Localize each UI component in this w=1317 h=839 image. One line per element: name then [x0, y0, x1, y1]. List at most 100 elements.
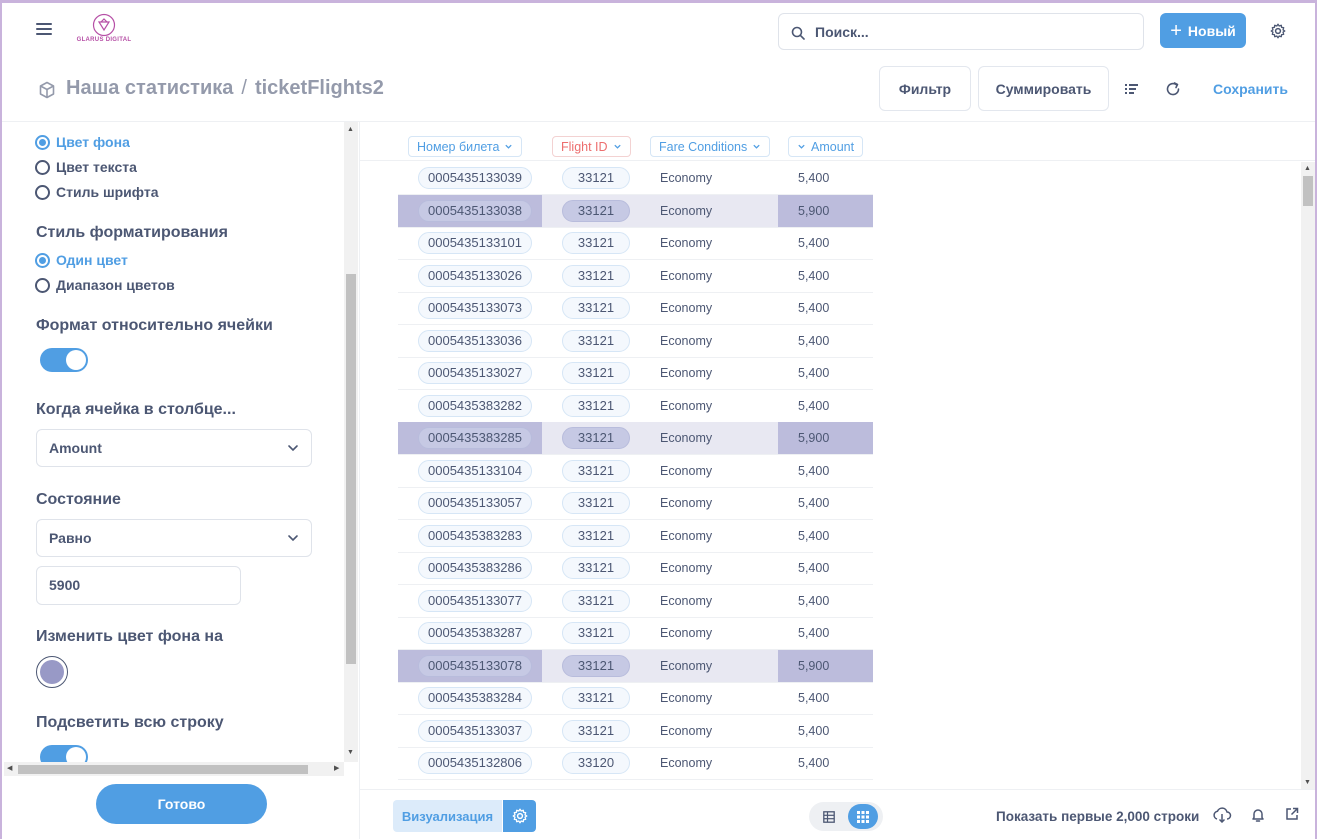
- flight-id-cell[interactable]: 33121: [562, 232, 630, 254]
- summarize-button[interactable]: Суммировать: [978, 66, 1109, 111]
- conditional-format-sidebar: Цвет фона Цвет текста Стиль шрифта Стиль…: [2, 121, 360, 839]
- ticket-number-cell[interactable]: 0005435383283: [418, 524, 532, 547]
- scroll-left-icon[interactable]: ◀: [7, 765, 13, 772]
- flight-id-cell[interactable]: 33121: [562, 492, 630, 514]
- chevron-down-icon: [288, 535, 298, 542]
- scroll-down-icon[interactable]: ▼: [347, 749, 354, 756]
- radio-single-color[interactable]: Один цвет: [35, 252, 128, 268]
- refresh-icon[interactable]: [1165, 81, 1181, 97]
- flight-id-cell[interactable]: 33121: [562, 687, 630, 709]
- visualization-settings-button[interactable]: [503, 800, 536, 832]
- ticket-number-cell[interactable]: 0005435133037: [418, 719, 532, 742]
- breadcrumb-collection[interactable]: Наша статистика: [66, 77, 234, 99]
- table-row: 0005435133057 33121 Economy 5,400: [398, 487, 873, 520]
- bg-color-swatch[interactable]: [36, 656, 68, 688]
- radio-text-color[interactable]: Цвет текста: [35, 159, 137, 175]
- flight-id-cell[interactable]: 33120: [562, 752, 630, 774]
- done-button[interactable]: Готово: [96, 784, 267, 824]
- column-header-amount[interactable]: Amount: [788, 136, 864, 157]
- fare-conditions-cell: Economy: [660, 626, 713, 640]
- scroll-up-icon[interactable]: ▲: [347, 126, 354, 133]
- ticket-number-cell[interactable]: 0005435133038: [418, 199, 532, 222]
- ticket-number-cell[interactable]: 0005435133039: [418, 167, 532, 189]
- table-row: 0005435383285 33121 Economy 5,900: [398, 422, 873, 455]
- new-button[interactable]: + Новый: [1160, 13, 1246, 48]
- ticket-number-cell[interactable]: 0005435383287: [418, 622, 532, 644]
- column-header-fare-conditions[interactable]: Fare Conditions: [650, 136, 771, 157]
- table-view-button[interactable]: [814, 804, 844, 829]
- flight-id-cell[interactable]: 33121: [562, 264, 630, 287]
- row-count-label[interactable]: Показать первые 2,000 строки: [996, 809, 1200, 824]
- radio-bg-color[interactable]: Цвет фона: [35, 134, 130, 150]
- relative-format-toggle[interactable]: [40, 348, 88, 372]
- flight-id-cell[interactable]: 33121: [562, 167, 630, 189]
- column-select[interactable]: Amount: [36, 429, 312, 467]
- sidebar-scroll-content[interactable]: Цвет фона Цвет текста Стиль шрифта Стиль…: [2, 122, 344, 762]
- ticket-number-cell[interactable]: 0005435383286: [418, 557, 532, 579]
- ticket-number-cell[interactable]: 0005435133027: [418, 362, 532, 384]
- flight-id-cell[interactable]: 33121: [562, 329, 630, 352]
- ticket-number-cell[interactable]: 0005435133057: [418, 492, 532, 514]
- flight-id-cell[interactable]: 33121: [562, 557, 630, 579]
- fare-conditions-cell: Economy: [660, 431, 713, 445]
- flight-id-cell[interactable]: 33121: [562, 427, 630, 449]
- chevron-down-icon: [288, 445, 298, 452]
- logo[interactable]: GLARUS DIGITAL: [76, 13, 132, 53]
- ticket-number-cell[interactable]: 0005435133104: [418, 459, 532, 482]
- table-row: 0005435133036 33121 Economy 5,400: [398, 325, 873, 358]
- sidebar-vertical-scrollbar[interactable]: ▲ ▼: [344, 122, 358, 762]
- flight-id-cell[interactable]: 33121: [562, 362, 630, 384]
- flight-id-cell[interactable]: 33121: [562, 654, 630, 677]
- share-icon[interactable]: [1285, 807, 1299, 821]
- grid-view-button[interactable]: [848, 804, 878, 829]
- flight-id-cell[interactable]: 33121: [562, 719, 630, 742]
- ticket-number-cell[interactable]: 0005435133078: [418, 654, 532, 677]
- scroll-right-icon[interactable]: ▶: [334, 765, 340, 772]
- radio-color-range[interactable]: Диапазон цветов: [35, 277, 175, 293]
- fare-conditions-cell: Economy: [660, 203, 713, 218]
- column-header-flight-id[interactable]: Flight ID: [552, 136, 631, 157]
- table-vertical-scrollbar[interactable]: ▲ ▼: [1301, 162, 1315, 789]
- flight-id-cell[interactable]: 33121: [562, 459, 630, 482]
- notebook-list-icon[interactable]: [1125, 83, 1139, 95]
- ticket-number-cell[interactable]: 0005435133036: [418, 329, 532, 352]
- ticket-number-cell[interactable]: 0005435133101: [418, 232, 532, 254]
- ticket-number-cell[interactable]: 0005435383284: [418, 687, 532, 709]
- scrollbar-thumb[interactable]: [346, 274, 356, 664]
- highlight-row-toggle[interactable]: [40, 745, 88, 762]
- settings-gear-icon[interactable]: [1270, 23, 1286, 39]
- flight-id-cell[interactable]: 33121: [562, 622, 630, 644]
- save-link[interactable]: Сохранить: [1213, 81, 1288, 97]
- ticket-number-cell[interactable]: 0005435383282: [418, 394, 532, 417]
- download-icon[interactable]: [1212, 807, 1232, 823]
- question-title[interactable]: ticketFlights2: [254, 77, 384, 99]
- scrollbar-thumb[interactable]: [18, 765, 308, 774]
- table-row: 0005435383284 33121 Economy 5,400: [398, 682, 873, 715]
- ticket-number-cell[interactable]: 0005435133073: [418, 297, 532, 319]
- ticket-number-cell[interactable]: 0005435132806: [418, 752, 532, 774]
- flight-id-cell[interactable]: 33121: [562, 589, 630, 612]
- scrollbar-thumb[interactable]: [1303, 176, 1313, 206]
- search-box[interactable]: [778, 13, 1144, 50]
- condition-value-input[interactable]: 5900: [36, 566, 241, 605]
- menu-icon[interactable]: [36, 23, 52, 37]
- filter-button[interactable]: Фильтр: [879, 66, 971, 111]
- scroll-up-icon[interactable]: ▲: [1304, 165, 1311, 172]
- sidebar-horizontal-scrollbar[interactable]: ◀ ▶: [4, 762, 344, 776]
- condition-select[interactable]: Равно: [36, 519, 312, 557]
- flight-id-cell[interactable]: 33121: [562, 394, 630, 417]
- bell-icon[interactable]: [1250, 807, 1266, 823]
- table-row: 0005435133037 33121 Economy 5,400: [398, 715, 873, 748]
- flight-id-cell[interactable]: 33121: [562, 524, 630, 547]
- visualization-button[interactable]: Визуализация: [393, 800, 502, 832]
- scroll-down-icon[interactable]: ▼: [1304, 779, 1311, 786]
- radio-font-style[interactable]: Стиль шрифта: [35, 184, 159, 200]
- search-input[interactable]: [815, 22, 1115, 42]
- ticket-number-cell[interactable]: 0005435133077: [418, 589, 532, 612]
- ticket-number-cell[interactable]: 0005435383285: [418, 427, 532, 449]
- column-header-ticket[interactable]: Номер билета: [408, 136, 523, 157]
- flight-id-cell[interactable]: 33121: [562, 199, 630, 222]
- flight-id-cell[interactable]: 33121: [562, 297, 630, 319]
- table-row: 0005435133026 33121 Economy 5,400: [398, 260, 873, 293]
- ticket-number-cell[interactable]: 0005435133026: [418, 264, 532, 287]
